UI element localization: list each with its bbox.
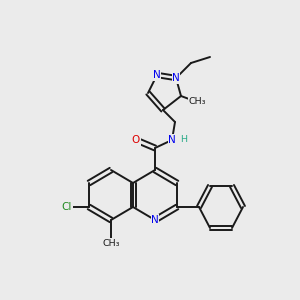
Text: N: N xyxy=(172,73,180,83)
Text: CH₃: CH₃ xyxy=(188,98,206,106)
Text: N: N xyxy=(168,135,176,145)
Text: N: N xyxy=(153,70,161,80)
Text: O: O xyxy=(132,135,140,145)
Text: H: H xyxy=(181,136,188,145)
Text: Cl: Cl xyxy=(62,202,72,212)
Text: CH₃: CH₃ xyxy=(102,238,120,247)
Text: N: N xyxy=(151,215,159,225)
